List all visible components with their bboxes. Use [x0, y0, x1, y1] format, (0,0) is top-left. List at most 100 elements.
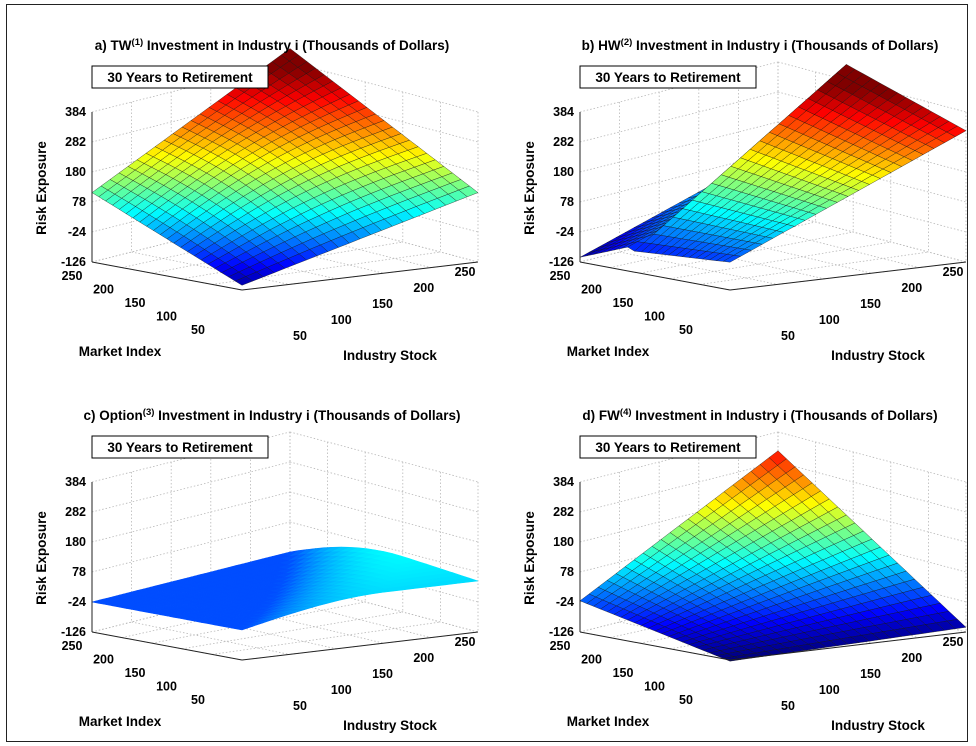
z-tick-label: -126 [549, 255, 574, 269]
x-tick-label: 100 [644, 310, 665, 324]
z-tick-label: 180 [65, 165, 86, 179]
y-tick-label: 100 [819, 683, 840, 697]
z-axis-label: Risk Exposure [34, 511, 49, 605]
panel-title: a) TW(1) Investment in Industry i (Thous… [95, 37, 449, 53]
z-tick-label: 180 [553, 535, 574, 549]
z-tick-label: -126 [549, 625, 574, 639]
x-axis-label: Market Index [567, 714, 650, 729]
annotation-text: 30 Years to Retirement [107, 70, 253, 85]
z-tick-label: 282 [553, 505, 574, 519]
y-tick-label: 100 [331, 313, 352, 327]
x-tick-label: 150 [125, 666, 146, 680]
annotation-box: 30 Years to Retirement [579, 435, 757, 459]
x-tick-label: 50 [679, 693, 693, 707]
z-tick-label: 384 [553, 475, 574, 489]
y-tick-label: 200 [413, 651, 434, 665]
y-tick-label: 150 [372, 297, 393, 311]
y-tick-label: 250 [943, 635, 964, 649]
z-tick-label: -126 [61, 625, 86, 639]
x-tick-label: 50 [679, 323, 693, 337]
x-axis-label: Market Index [79, 714, 162, 729]
z-tick-label: -24 [68, 595, 86, 609]
x-axis-label: Market Index [567, 344, 650, 359]
x-tick-label: 250 [62, 269, 83, 283]
x-tick-label: 150 [613, 666, 634, 680]
z-tick-label: 78 [560, 565, 574, 579]
y-tick-label: 100 [331, 683, 352, 697]
surface-patch [235, 626, 253, 631]
z-axis-label: Risk Exposure [522, 511, 537, 605]
surface-patch [722, 255, 742, 263]
y-axis-label: Industry Stock [343, 718, 437, 733]
z-axis: 384 282 180 78 -24 -126 [61, 105, 93, 269]
panel-title: b) HW(2) Investment in Industry i (Thous… [582, 37, 939, 53]
y-tick-label: 250 [943, 265, 964, 279]
z-axis: 384 282 180 78 -24 -126 [549, 105, 581, 269]
surface [579, 63, 967, 263]
y-tick-label: 150 [860, 667, 881, 681]
z-tick-label: 180 [65, 535, 86, 549]
x-tick-label: 100 [644, 680, 665, 694]
y-tick-label: 150 [860, 297, 881, 311]
z-tick-label: 78 [560, 195, 574, 209]
x-tick-label: 100 [156, 310, 177, 324]
surface [579, 450, 967, 662]
surface [91, 48, 479, 286]
x-tick-label: 200 [93, 653, 114, 667]
y-tick-label: 200 [901, 651, 922, 665]
x-tick-label: 200 [93, 283, 114, 297]
z-tick-label: -24 [556, 225, 574, 239]
y-tick-label: 250 [455, 635, 476, 649]
y-tick-label: 50 [293, 699, 307, 713]
z-tick-label: 78 [72, 195, 86, 209]
annotation-box: 30 Years to Retirement [91, 435, 269, 459]
annotation-box: 30 Years to Retirement [91, 65, 269, 89]
y-tick-label: 200 [901, 281, 922, 295]
z-tick-label: 282 [65, 135, 86, 149]
x-tick-label: 250 [550, 269, 571, 283]
y-axis-label: Industry Stock [831, 348, 925, 363]
z-tick-label: 78 [72, 565, 86, 579]
y-tick-label: 150 [372, 667, 393, 681]
y-tick-label: 200 [413, 281, 434, 295]
z-tick-label: -24 [556, 595, 574, 609]
surface [91, 546, 479, 631]
x-tick-label: 250 [62, 639, 83, 653]
panel-title: d) FW(4) Investment in Industry i (Thous… [582, 407, 937, 423]
x-tick-label: 200 [581, 283, 602, 297]
x-tick-label: 150 [125, 296, 146, 310]
z-tick-label: 282 [65, 505, 86, 519]
z-tick-label: 384 [553, 105, 574, 119]
figure-frame [6, 4, 968, 742]
annotation-text: 30 Years to Retirement [107, 440, 253, 455]
panel-title: c) Option(3) Investment in Industry i (T… [84, 407, 461, 423]
x-tick-label: 150 [613, 296, 634, 310]
annotation-text: 30 Years to Retirement [595, 70, 741, 85]
z-axis-label: Risk Exposure [522, 141, 537, 235]
z-tick-label: 384 [65, 105, 86, 119]
y-tick-label: 100 [819, 313, 840, 327]
x-tick-label: 50 [191, 693, 205, 707]
z-axis: 384 282 180 78 -24 -126 [549, 475, 581, 639]
grid-walls [91, 431, 479, 661]
x-tick-label: 200 [581, 653, 602, 667]
annotation-text: 30 Years to Retirement [595, 440, 741, 455]
y-tick-label: 50 [781, 699, 795, 713]
y-tick-label: 250 [455, 265, 476, 279]
x-tick-label: 250 [550, 639, 571, 653]
z-tick-label: 180 [553, 165, 574, 179]
x-tick-label: 100 [156, 680, 177, 694]
surface-patch [234, 276, 254, 286]
y-axis-label: Industry Stock [831, 718, 925, 733]
z-tick-label: -24 [68, 225, 86, 239]
annotation-box: 30 Years to Retirement [579, 65, 757, 89]
z-axis: 384 282 180 78 -24 -126 [61, 475, 93, 639]
x-axis-label: Market Index [79, 344, 162, 359]
y-axis-label: Industry Stock [343, 348, 437, 363]
